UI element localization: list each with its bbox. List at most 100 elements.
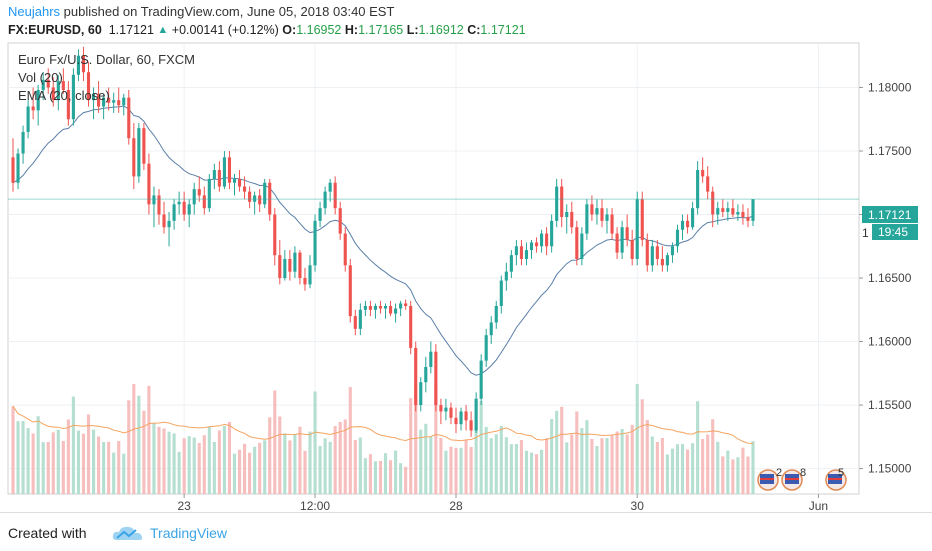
candle-body xyxy=(565,211,569,218)
candle-body xyxy=(434,351,438,406)
volume-bar xyxy=(721,456,725,494)
volume-bar xyxy=(167,431,171,494)
volume-bar xyxy=(550,419,554,494)
candle-body xyxy=(298,252,302,279)
candle-body xyxy=(363,305,367,310)
volume-bar xyxy=(519,440,523,494)
candle-body xyxy=(630,239,634,259)
candle-body xyxy=(696,170,700,209)
volume-bar xyxy=(434,384,438,494)
symbol-line: FX:EURUSD, 60 1.17121 ▲ +0.00141 (+0.12%… xyxy=(8,23,526,37)
candle-body xyxy=(479,360,483,399)
volume-bar xyxy=(514,444,518,494)
volume-bar xyxy=(71,396,75,494)
tradingview-link[interactable]: TradingView xyxy=(150,525,228,541)
event-markers[interactable]: 2 8 5 xyxy=(757,467,847,491)
volume-bar xyxy=(363,458,367,494)
candle-body xyxy=(685,220,690,228)
candle-body xyxy=(474,398,478,431)
candle-body xyxy=(46,79,50,88)
candle-body xyxy=(459,411,463,425)
candle-body xyxy=(383,305,388,309)
volume-bar xyxy=(731,459,735,494)
volume-bar xyxy=(605,438,609,494)
volume-bar xyxy=(585,420,589,494)
ema-line xyxy=(12,105,754,376)
current-price-value: 1.17121 xyxy=(868,208,912,222)
candle-body xyxy=(615,233,619,253)
candle-body xyxy=(61,81,65,91)
candle-body xyxy=(212,170,216,179)
low-label: L: xyxy=(406,23,419,37)
volume-bar xyxy=(117,441,121,494)
time-tick-label: 30 xyxy=(631,499,645,512)
event-flag-group-2[interactable]: 8 xyxy=(781,467,806,491)
candle-body xyxy=(207,178,211,209)
candle-body xyxy=(721,208,725,212)
volume-bar xyxy=(308,431,312,494)
volume-bar xyxy=(283,433,287,494)
candle-body xyxy=(701,170,705,177)
volume-bar xyxy=(570,434,574,494)
volume-bar xyxy=(499,426,503,494)
candle-body xyxy=(464,411,468,421)
volume-bar xyxy=(323,438,327,494)
candle-body xyxy=(308,265,312,285)
candle-body xyxy=(243,186,247,192)
candle-body xyxy=(595,208,599,215)
candle-body xyxy=(635,199,639,259)
price-tick-label: 1.17500 xyxy=(868,144,912,158)
volume-bar xyxy=(132,384,136,494)
volume-bar xyxy=(746,456,750,494)
candle-body xyxy=(454,417,458,425)
volume-bar xyxy=(454,448,458,494)
candle-body xyxy=(484,335,488,361)
price-chart[interactable]: 1.180001.175001.170001.165001.160001.155… xyxy=(0,0,932,512)
candle-body xyxy=(540,233,544,247)
volume-bar xyxy=(16,421,20,494)
volume-bar xyxy=(222,426,226,494)
volume-bar xyxy=(333,426,337,494)
candle-body xyxy=(600,208,604,221)
candle-body xyxy=(142,128,146,164)
volume-bar xyxy=(303,450,307,494)
candle-body xyxy=(258,195,262,205)
candle-body xyxy=(333,182,337,209)
volume-bar xyxy=(61,441,65,494)
candle-body xyxy=(716,208,720,215)
volume-bar xyxy=(152,423,156,494)
candle-body xyxy=(323,191,327,209)
candle-body xyxy=(625,227,629,240)
volume-bar xyxy=(21,421,25,494)
overlapped-price-digit: 1 xyxy=(862,226,869,240)
volume-bar xyxy=(419,429,423,494)
candle-body xyxy=(217,170,221,187)
volume-bar xyxy=(474,420,478,494)
candle-body xyxy=(534,242,539,247)
candles xyxy=(11,46,755,437)
volume-bar xyxy=(479,401,483,494)
candle-body xyxy=(76,55,81,75)
volume-bar xyxy=(338,422,342,494)
volume-bar xyxy=(469,447,473,494)
volume-bar xyxy=(268,417,272,494)
candle-body xyxy=(177,201,181,205)
candle-body xyxy=(429,351,433,367)
price-axis: 1.180001.175001.170001.165001.160001.155… xyxy=(859,80,912,476)
time-tick-label: 28 xyxy=(449,499,463,512)
volume-bar xyxy=(741,447,745,494)
author-link[interactable]: Neujahrs xyxy=(8,4,61,19)
candle-body xyxy=(86,72,91,101)
candle-body xyxy=(675,229,680,247)
event-flag-group-1[interactable]: 2 xyxy=(757,467,782,491)
volume-bar xyxy=(227,422,232,494)
volume-bar xyxy=(524,450,529,494)
event-flag-group-3[interactable]: 5 xyxy=(825,467,847,491)
volume-bar xyxy=(207,427,211,494)
candle-body xyxy=(16,153,20,183)
volume-bar xyxy=(358,437,362,494)
candle-body xyxy=(469,420,473,431)
tradingview-cloud-icon[interactable] xyxy=(112,525,144,543)
volume-bar xyxy=(122,453,126,494)
candle-body xyxy=(419,382,423,406)
